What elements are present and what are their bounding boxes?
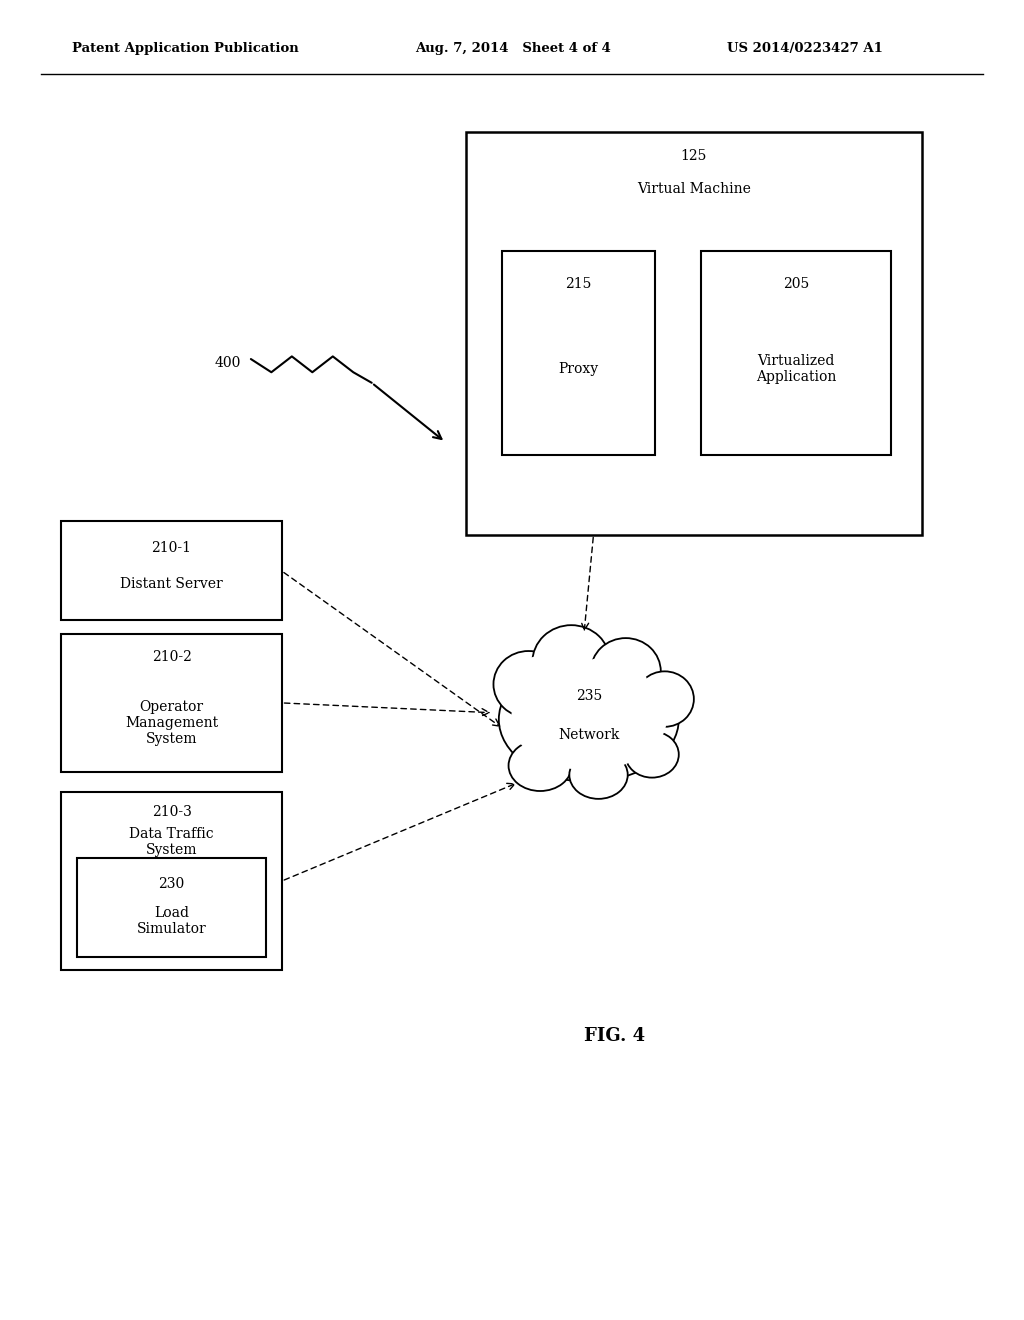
Text: 215: 215: [565, 277, 592, 290]
Text: 230: 230: [159, 878, 184, 891]
Ellipse shape: [626, 731, 679, 777]
Text: 400: 400: [215, 356, 242, 370]
Ellipse shape: [636, 672, 694, 727]
Text: 125: 125: [681, 149, 707, 162]
FancyBboxPatch shape: [466, 132, 922, 535]
Text: 210-1: 210-1: [152, 541, 191, 554]
Ellipse shape: [509, 741, 571, 791]
Ellipse shape: [506, 655, 594, 710]
Text: Data Traffic
System: Data Traffic System: [129, 828, 214, 857]
Text: Proxy: Proxy: [558, 362, 599, 376]
FancyBboxPatch shape: [502, 251, 655, 455]
Text: Distant Server: Distant Server: [120, 577, 223, 591]
FancyBboxPatch shape: [61, 792, 282, 970]
FancyBboxPatch shape: [77, 858, 266, 957]
Text: Operator
Management
System: Operator Management System: [125, 700, 218, 746]
Text: US 2014/0223427 A1: US 2014/0223427 A1: [727, 42, 883, 55]
FancyBboxPatch shape: [701, 251, 891, 455]
Ellipse shape: [494, 651, 563, 718]
Text: Aug. 7, 2014   Sheet 4 of 4: Aug. 7, 2014 Sheet 4 of 4: [415, 42, 610, 55]
FancyBboxPatch shape: [61, 634, 282, 772]
Text: 210-3: 210-3: [152, 805, 191, 818]
Text: Patent Application Publication: Patent Application Publication: [72, 42, 298, 55]
Text: Virtual Machine: Virtual Machine: [637, 182, 751, 195]
Text: Load
Simulator: Load Simulator: [136, 906, 207, 936]
Text: Network: Network: [558, 729, 620, 742]
Ellipse shape: [532, 626, 610, 700]
Ellipse shape: [511, 668, 667, 771]
FancyBboxPatch shape: [61, 521, 282, 620]
Text: Virtualized
Application: Virtualized Application: [756, 354, 837, 384]
Ellipse shape: [569, 751, 628, 799]
Ellipse shape: [591, 638, 660, 705]
Text: 235: 235: [575, 689, 602, 702]
Ellipse shape: [569, 657, 647, 708]
Ellipse shape: [499, 657, 679, 781]
Text: 205: 205: [783, 277, 809, 290]
Text: 210-2: 210-2: [152, 651, 191, 664]
Text: FIG. 4: FIG. 4: [584, 1027, 645, 1045]
